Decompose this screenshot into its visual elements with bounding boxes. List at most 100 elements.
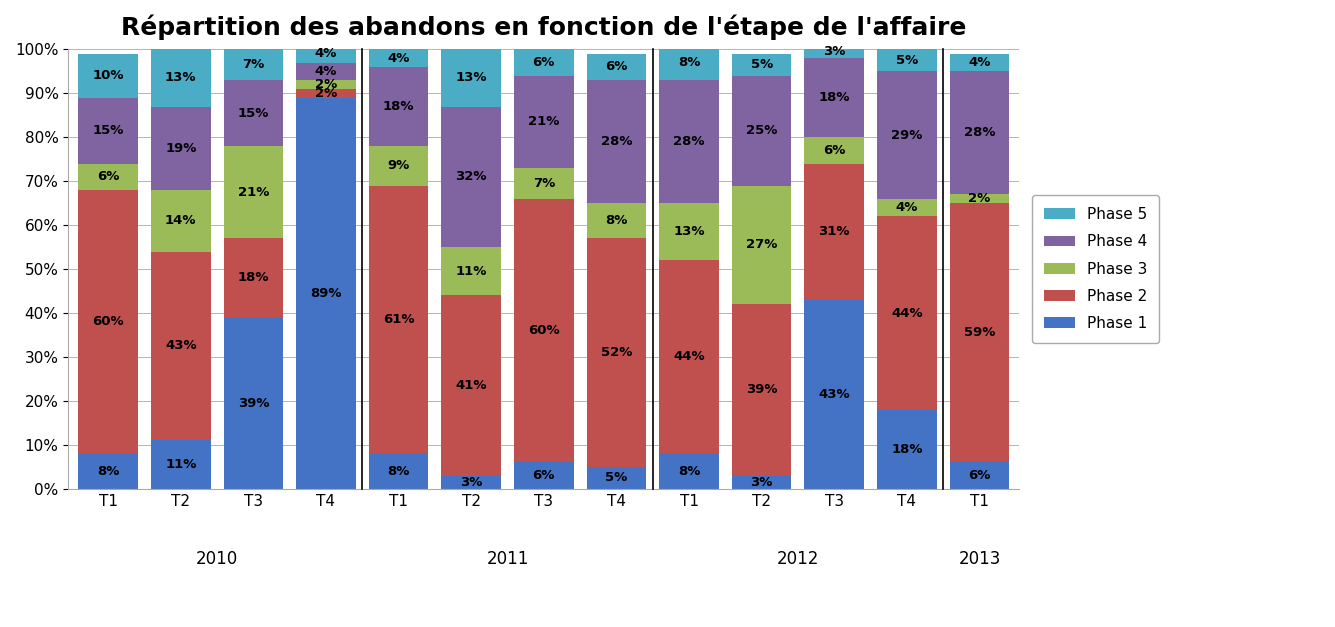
- Text: 6%: 6%: [824, 144, 845, 157]
- Bar: [223, 50, 283, 80]
- Bar: [805, 164, 864, 300]
- Text: 2012: 2012: [777, 551, 820, 568]
- Text: 2011: 2011: [486, 551, 529, 568]
- Bar: [805, 45, 864, 58]
- Bar: [659, 454, 718, 489]
- Bar: [296, 89, 355, 98]
- Text: 18%: 18%: [890, 443, 922, 456]
- Text: 10%: 10%: [92, 69, 124, 82]
- Text: 43%: 43%: [818, 388, 850, 401]
- Bar: [949, 203, 1009, 463]
- Bar: [151, 50, 211, 107]
- Title: Répartition des abandons en fonction de l'étape de l'affaire: Répartition des abandons en fonction de …: [121, 15, 967, 41]
- Text: 19%: 19%: [166, 142, 196, 155]
- Text: 8%: 8%: [605, 214, 627, 227]
- Text: 8%: 8%: [97, 465, 119, 478]
- Bar: [949, 194, 1009, 203]
- Text: 6%: 6%: [533, 56, 555, 69]
- Bar: [949, 54, 1009, 71]
- Bar: [877, 216, 937, 409]
- Text: 44%: 44%: [890, 307, 922, 320]
- Bar: [442, 476, 501, 489]
- Text: 4%: 4%: [387, 51, 410, 65]
- Text: 15%: 15%: [92, 124, 124, 137]
- Bar: [296, 80, 355, 89]
- Text: 29%: 29%: [892, 129, 922, 142]
- Text: 11%: 11%: [166, 458, 196, 471]
- Text: 52%: 52%: [601, 346, 631, 359]
- Bar: [151, 107, 211, 190]
- Bar: [442, 295, 501, 476]
- Bar: [296, 98, 355, 489]
- Text: 2013: 2013: [959, 551, 1001, 568]
- Text: 18%: 18%: [818, 91, 850, 104]
- Bar: [79, 98, 138, 164]
- Bar: [659, 260, 718, 454]
- Bar: [514, 463, 574, 489]
- Text: 60%: 60%: [92, 315, 124, 329]
- Text: 4%: 4%: [968, 56, 991, 69]
- Bar: [514, 76, 574, 168]
- Text: 61%: 61%: [383, 313, 414, 326]
- Text: 28%: 28%: [964, 127, 995, 139]
- Bar: [949, 463, 1009, 489]
- Text: 5%: 5%: [750, 58, 773, 71]
- Bar: [732, 186, 792, 304]
- Bar: [586, 203, 646, 238]
- Text: 4%: 4%: [315, 47, 338, 60]
- Text: 2010: 2010: [196, 551, 238, 568]
- Bar: [586, 467, 646, 489]
- Text: 18%: 18%: [383, 100, 414, 113]
- Text: 11%: 11%: [455, 265, 487, 278]
- Text: 14%: 14%: [166, 214, 196, 227]
- Bar: [368, 146, 429, 186]
- Bar: [805, 137, 864, 164]
- Bar: [223, 238, 283, 317]
- Bar: [223, 146, 283, 238]
- Text: 4%: 4%: [896, 201, 918, 214]
- Bar: [732, 304, 792, 476]
- Bar: [659, 80, 718, 203]
- Text: 39%: 39%: [238, 397, 270, 409]
- Bar: [79, 54, 138, 98]
- Text: 13%: 13%: [673, 225, 705, 238]
- Text: 3%: 3%: [824, 45, 845, 58]
- Bar: [151, 251, 211, 440]
- Bar: [659, 45, 718, 80]
- Bar: [368, 67, 429, 146]
- Bar: [442, 247, 501, 295]
- Text: 21%: 21%: [238, 186, 270, 199]
- Text: 21%: 21%: [529, 115, 559, 129]
- Bar: [79, 164, 138, 190]
- Text: 7%: 7%: [242, 58, 264, 71]
- Bar: [223, 317, 283, 489]
- Bar: [659, 203, 718, 260]
- Text: 89%: 89%: [310, 287, 342, 300]
- Bar: [877, 199, 937, 216]
- Text: 7%: 7%: [533, 177, 555, 190]
- Bar: [514, 50, 574, 76]
- Text: 15%: 15%: [238, 107, 270, 120]
- Bar: [805, 58, 864, 137]
- Text: 8%: 8%: [387, 465, 410, 478]
- Text: 44%: 44%: [673, 350, 705, 364]
- Text: 32%: 32%: [455, 171, 487, 183]
- Bar: [732, 76, 792, 186]
- Bar: [732, 54, 792, 76]
- Bar: [442, 107, 501, 247]
- Bar: [877, 409, 937, 489]
- Text: 5%: 5%: [896, 54, 918, 67]
- Text: 6%: 6%: [97, 171, 119, 183]
- Bar: [79, 454, 138, 489]
- Bar: [586, 238, 646, 467]
- Text: 2%: 2%: [968, 192, 991, 205]
- Text: 25%: 25%: [746, 124, 777, 137]
- Text: 31%: 31%: [818, 225, 850, 238]
- Bar: [877, 50, 937, 71]
- Legend: Phase 5, Phase 4, Phase 3, Phase 2, Phase 1: Phase 5, Phase 4, Phase 3, Phase 2, Phas…: [1032, 195, 1159, 343]
- Bar: [368, 454, 429, 489]
- Text: 9%: 9%: [387, 159, 410, 172]
- Bar: [514, 168, 574, 199]
- Text: 13%: 13%: [166, 71, 196, 85]
- Text: 3%: 3%: [750, 476, 773, 488]
